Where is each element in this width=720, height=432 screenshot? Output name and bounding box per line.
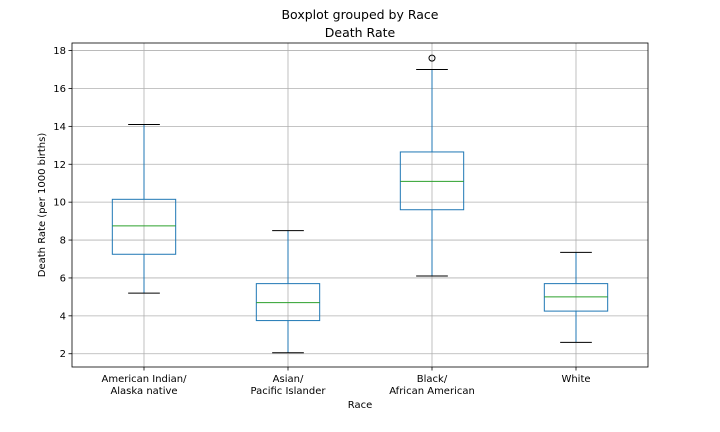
x-tick-label: Asian/	[273, 374, 304, 385]
box-iqr	[111, 198, 177, 255]
y-axis-ticks: 2 4 6 8 10 12 14 16 18	[53, 46, 72, 360]
y-tick-label: 14	[53, 122, 66, 133]
outlier-point	[428, 54, 436, 62]
plot-area	[71, 42, 649, 368]
x-tick-label: Pacific Islander	[251, 386, 327, 397]
chart-title: Death Rate	[325, 25, 396, 40]
y-tick-label: 12	[53, 160, 66, 171]
x-tick-label: White	[561, 374, 590, 385]
x-axis-label: Race	[348, 400, 373, 411]
x-tick-label: Alaska native	[110, 386, 177, 397]
x-tick-label: African American	[389, 386, 475, 397]
grid	[72, 43, 648, 367]
y-tick-label: 8	[60, 236, 66, 247]
x-tick-label: American Indian/	[101, 374, 187, 385]
y-tick-label: 2	[60, 349, 66, 360]
x-axis-ticks: American Indian/Alaska native Asian/Pacif…	[101, 367, 591, 397]
y-tick-label: 6	[60, 273, 66, 284]
y-tick-label: 4	[60, 311, 66, 322]
y-tick-label: 10	[53, 198, 66, 209]
y-axis-label: Death Rate (per 1000 births)	[37, 133, 48, 278]
chart-suptitle: Boxplot grouped by Race	[281, 7, 438, 22]
y-tick-label: 16	[53, 84, 66, 95]
x-tick-label: Black/	[417, 374, 448, 385]
y-tick-label: 18	[53, 46, 66, 57]
boxes	[111, 54, 609, 354]
